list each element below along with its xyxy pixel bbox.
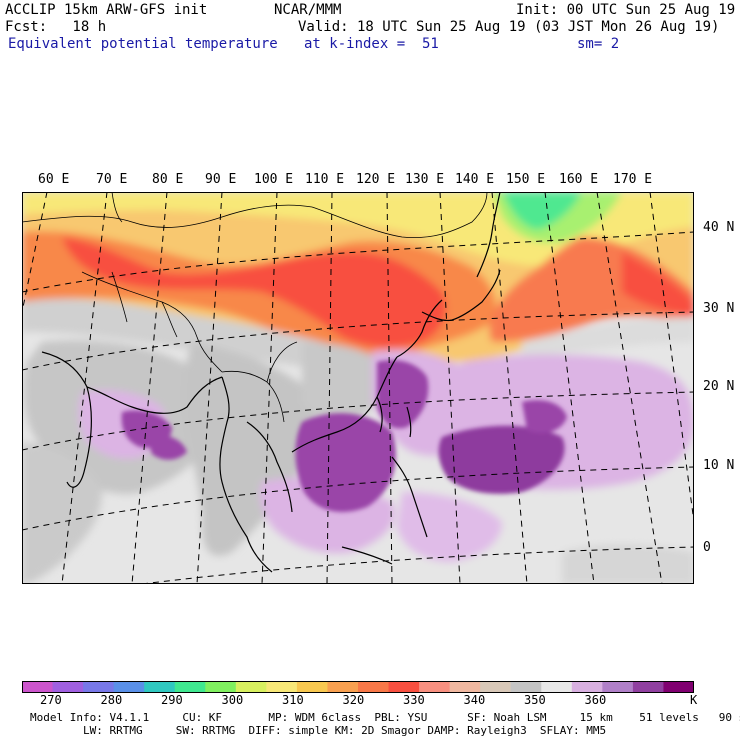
colorbar-swatch [358, 681, 390, 693]
colorbar-tick-label: 330 [403, 693, 425, 707]
lon-label: 80 E [152, 172, 184, 187]
colorbar-swatch [663, 681, 694, 693]
colorbar-swatch [296, 681, 328, 693]
colorbar [22, 681, 694, 693]
colorbar-tick-label: 350 [524, 693, 546, 707]
field-name: Equivalent potential temperature [8, 36, 278, 52]
colorbar-swatch [327, 681, 359, 693]
model-info-line1: Model Info: V4.1.1 CU: KF MP: WDM 6class… [30, 711, 740, 724]
colorbar-swatch [419, 681, 451, 693]
colorbar-swatch [480, 681, 512, 693]
lon-label: 130 E [405, 172, 445, 187]
theta-e-map [22, 192, 694, 584]
lat-label: 10 N [703, 458, 735, 473]
theta-e-field [22, 192, 694, 584]
colorbar-swatch [388, 681, 420, 693]
colorbar-swatch [205, 681, 237, 693]
colorbar-unit: K [690, 693, 698, 707]
model-info-line2: LW: RRTMG SW: RRTMG DIFF: simple KM: 2D … [30, 724, 607, 737]
lat-label: 40 N [703, 220, 735, 235]
institution-label: NCAR/MMM [274, 2, 342, 18]
colorbar-tick-label: 290 [161, 693, 183, 707]
coastlines [41, 192, 501, 573]
colorbar-swatch [541, 681, 573, 693]
colorbar-tick-label: 340 [463, 693, 486, 707]
colorbar-swatch [602, 681, 634, 693]
model-title: ACCLIP 15km ARW-GFS init [5, 2, 208, 18]
colorbar-swatch [83, 681, 115, 693]
lon-label: 150 E [506, 172, 546, 187]
lon-label: 70 E [96, 172, 128, 187]
init-time: Init: 00 UTC Sun 25 Aug 19 [516, 2, 736, 18]
country-borders [22, 192, 488, 423]
colorbar-swatch [266, 681, 298, 693]
colorbar-tick-label: 310 [282, 693, 304, 707]
lon-label: 170 E [613, 172, 653, 187]
colorbar-swatch [113, 681, 145, 693]
colorbar-swatch [144, 681, 176, 693]
graticule [22, 192, 694, 584]
colorbar-tick-label: 320 [342, 693, 365, 707]
lon-label: 90 E [205, 172, 237, 187]
colorbar-swatch [571, 681, 603, 693]
lat-label: 0 [703, 540, 711, 555]
colorbar-swatch [22, 681, 54, 693]
forecast-hour: Fcst: 18 h [5, 19, 107, 35]
lat-label: 20 N [703, 379, 735, 394]
colorbar-frame [22, 681, 694, 693]
lon-label: 160 E [559, 172, 599, 187]
colorbar-swatch [632, 681, 664, 693]
colorbar-tick-label: 300 [221, 693, 244, 707]
colorbar-swatch [235, 681, 267, 693]
lon-label: 120 E [356, 172, 396, 187]
colorbar-swatch [510, 681, 542, 693]
lon-label: 140 E [455, 172, 495, 187]
lon-label: 110 E [305, 172, 345, 187]
map-frame [22, 192, 694, 584]
colorbar-swatch [174, 681, 206, 693]
lon-label: 100 E [254, 172, 294, 187]
colorbar-swatch [449, 681, 481, 693]
lat-label: 30 N [703, 301, 735, 316]
colorbar-tick-label: 280 [100, 693, 123, 707]
k-index-label: at k-index = 51 [304, 36, 439, 52]
colorbar-tick-label: 270 [40, 693, 62, 707]
colorbar-swatch [52, 681, 84, 693]
colorbar-tick-label: 360 [584, 693, 607, 707]
smoothing-label: sm= 2 [577, 36, 620, 52]
valid-time: Valid: 18 UTC Sun 25 Aug 19 (03 JST Mon … [298, 19, 720, 35]
lon-label: 60 E [38, 172, 70, 187]
